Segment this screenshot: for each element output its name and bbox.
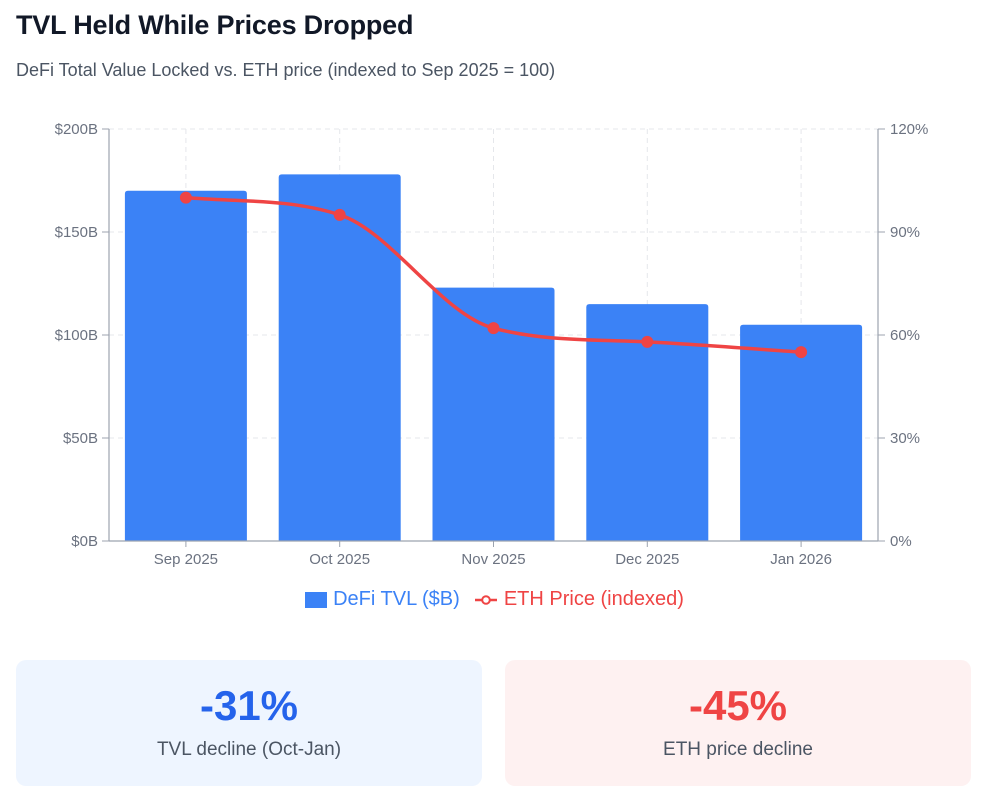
x-tick-label: Nov 2025 bbox=[461, 551, 525, 568]
tvl-bar bbox=[432, 287, 555, 541]
eth-price-point bbox=[333, 208, 346, 221]
tvl-eth-chart: $0B $50B $100B $150B $200B 0% 30% 60% 90% 120% Sep… bbox=[55, 121, 929, 568]
y-left-tick-label: $200B bbox=[55, 121, 98, 138]
y-left-tick-label: $0B bbox=[71, 533, 98, 550]
eth-price-point bbox=[795, 346, 808, 359]
y-left-tick-label: $150B bbox=[55, 224, 98, 241]
x-tick-label: Sep 2025 bbox=[154, 551, 218, 568]
y-left-tick-label: $100B bbox=[55, 327, 98, 344]
tvl-decline-label: TVL decline (Oct-Jan) bbox=[156, 739, 342, 760]
chart-legend: DeFi TVL ($B) ETH Price (indexed) bbox=[0, 588, 989, 611]
chart-title: TVL Held While Prices Dropped bbox=[16, 10, 414, 40]
eth-decline-label: ETH price decline bbox=[663, 739, 813, 760]
y-right-tick-label: 60% bbox=[890, 327, 920, 344]
tvl-decline-card: -31% TVL decline (Oct-Jan) bbox=[16, 660, 482, 786]
chart-subtitle: DeFi Total Value Locked vs. ETH price (i… bbox=[16, 60, 556, 80]
eth-price-point bbox=[487, 322, 500, 335]
tvl-decline-value: -31% bbox=[199, 682, 299, 729]
legend-swatch-eth bbox=[474, 594, 497, 605]
y-right-tick-label: 120% bbox=[890, 121, 928, 138]
eth-decline-card: -45% ETH price decline bbox=[505, 660, 971, 786]
legend-label-eth: ETH Price (indexed) bbox=[503, 588, 684, 610]
tvl-bar bbox=[124, 190, 247, 542]
eth-price-point bbox=[179, 191, 192, 204]
eth-price-point bbox=[641, 335, 654, 348]
y-left-tick-label: $50B bbox=[63, 430, 98, 447]
y-right-tick-label: 0% bbox=[890, 533, 912, 550]
x-tick-label: Dec 2025 bbox=[615, 551, 679, 568]
y-right-tick-label: 30% bbox=[890, 430, 920, 447]
legend-item-tvl[interactable]: DeFi TVL ($B) bbox=[305, 588, 460, 611]
x-tick-label: Oct 2025 bbox=[309, 551, 370, 568]
x-tick-label: Jan 2026 bbox=[770, 551, 832, 568]
legend-swatch-tvl bbox=[305, 591, 328, 608]
legend-item-eth[interactable]: ETH Price (indexed) bbox=[474, 588, 684, 611]
eth-decline-value: -45% bbox=[688, 682, 788, 729]
y-right-tick-label: 90% bbox=[890, 224, 920, 241]
tvl-bar bbox=[586, 304, 709, 541]
tvl-bar bbox=[740, 324, 863, 541]
tvl-bar bbox=[278, 174, 401, 541]
legend-label-tvl: DeFi TVL ($B) bbox=[333, 588, 460, 610]
